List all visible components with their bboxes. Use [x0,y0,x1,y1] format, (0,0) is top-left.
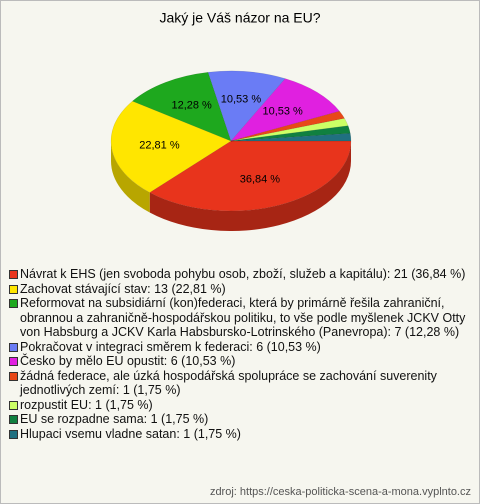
legend-item: Zachovat stávající stav: 13 (22,81 %) [9,282,471,297]
legend-swatch [9,342,18,352]
legend-swatch [9,371,18,381]
legend-label: žádná federace, ale úzká hospodářská spo… [20,368,437,398]
legend-label: Česko by mělo EU opustit: 6 (10,53 %) [20,354,236,368]
legend-item: Hlupaci vsemu vladne satan: 1 (1,75 %) [9,427,471,442]
legend-label: Reformovat na subsidiární (kon)federaci,… [20,296,466,339]
data-label: 10,53 % [221,93,262,105]
legend: Návrat k EHS (jen svoboda pohybu osob, z… [9,267,471,441]
source: zdroj: https://ceska-politicka-scena-a-m… [209,486,471,498]
chart: Jaký je Váš názor na EU? 36,84 % 22,81 % 1… [110,10,352,231]
slice-side [149,141,351,231]
slice [149,140,352,212]
chart-title: Jaký je Váš názor na EU? [159,10,320,26]
legend-item: Pokračovat v integraci směrem k federaci… [9,340,471,355]
legend-label: EU se rozpadne sama: 1 (1,75 %) [20,412,209,426]
slice [131,72,232,142]
legend-label: Hlupaci vsemu vladne satan: 1 (1,75 %) [20,426,241,441]
data-label: 36,84 % [240,173,281,185]
legend-swatch [9,429,18,439]
slice [110,100,232,193]
data-label: 10,53 % [262,106,303,118]
legend-swatch [9,400,18,410]
slice-side [111,141,150,213]
legend-label: Pokračovat v integraci směrem k federaci… [20,339,321,354]
legend-label: Zachovat stávající stav: 13 (22,81 %) [20,281,226,296]
legend-item: Reformovat na subsidiární (kon)federaci,… [9,296,471,340]
slice [230,78,341,142]
legend-swatch [9,284,18,294]
legend-label: rozpustit EU: 1 (1,75 %) [20,397,153,412]
slice [207,70,286,142]
slice [230,110,345,142]
legend-item: EU se rozpadne sama: 1 (1,75 %) [9,412,471,427]
slice [230,125,351,142]
legend-swatch [9,299,18,308]
slice [230,118,349,142]
slice [230,133,352,142]
legend-item: žádná federace, ale úzká hospodářská spo… [9,369,471,398]
legend-item: Návrat k EHS (jen svoboda pohybu osob, z… [9,267,471,282]
legend-swatch [9,415,18,424]
legend-swatch [9,357,18,366]
legend-item: Česko by mělo EU opustit: 6 (10,53 %) [9,354,471,369]
legend-swatch [9,270,18,279]
data-label: 22,81 % [139,140,180,152]
legend-item: rozpustit EU: 1 (1,75 %) [9,398,471,413]
legend-label: Návrat k EHS (jen svoboda pohybu osob, z… [20,267,466,281]
data-label: 12,28 % [171,100,212,112]
